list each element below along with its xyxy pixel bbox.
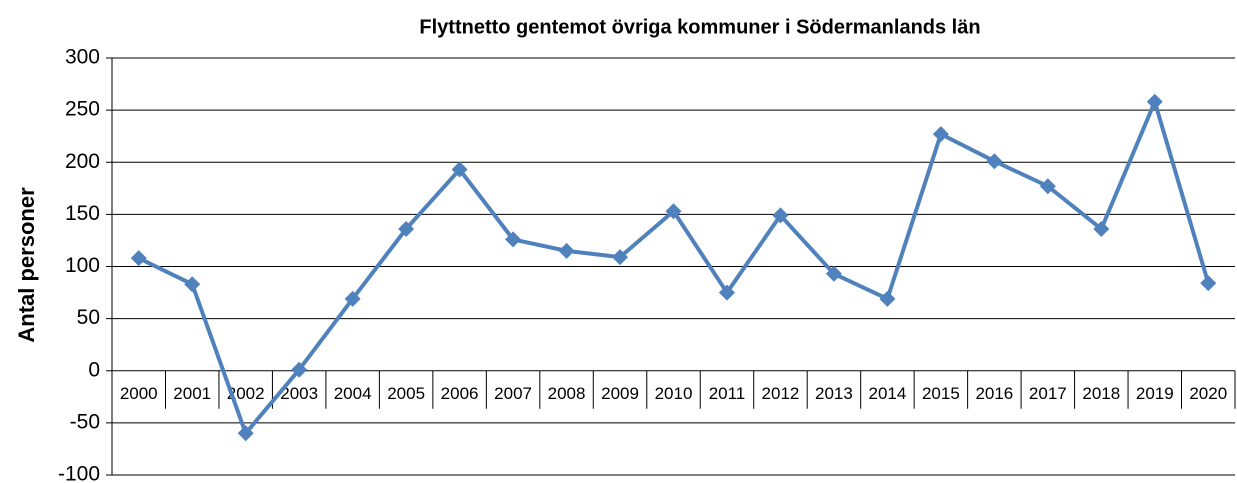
marker bbox=[398, 220, 415, 237]
marker bbox=[665, 203, 682, 220]
marker bbox=[718, 284, 735, 301]
x-tick-label: 2008 bbox=[548, 384, 586, 403]
x-tick-label: 2016 bbox=[975, 384, 1013, 403]
y-tick-label: 100 bbox=[65, 254, 100, 277]
x-tick-label: 2003 bbox=[280, 384, 318, 403]
x-tick-label: 2009 bbox=[601, 384, 639, 403]
marker bbox=[451, 161, 468, 178]
y-tick-label: 150 bbox=[65, 202, 100, 225]
x-tick-label: 2005 bbox=[387, 384, 425, 403]
marker bbox=[344, 290, 361, 307]
x-tick-label: 2001 bbox=[173, 384, 211, 403]
y-tick-label: 50 bbox=[77, 306, 100, 329]
x-tick-label: 2000 bbox=[120, 384, 158, 403]
marker bbox=[1093, 220, 1110, 237]
marker bbox=[130, 250, 147, 267]
x-tick-label: 2002 bbox=[227, 384, 265, 403]
marker bbox=[879, 290, 896, 307]
x-tick-label: 2018 bbox=[1082, 384, 1120, 403]
marker bbox=[291, 361, 308, 378]
x-tick-label: 2004 bbox=[334, 384, 372, 403]
chart-title: Flyttnetto gentemot övriga kommuner i Sö… bbox=[419, 16, 980, 38]
marker bbox=[772, 207, 789, 224]
y-tick-label: -100 bbox=[58, 463, 100, 483]
x-tick-label: 2019 bbox=[1136, 384, 1174, 403]
x-tick-label: 2010 bbox=[655, 384, 693, 403]
x-tick-label: 2015 bbox=[922, 384, 960, 403]
marker bbox=[932, 126, 949, 143]
y-tick-label: 0 bbox=[88, 358, 100, 381]
marker bbox=[1146, 93, 1163, 110]
marker bbox=[558, 242, 575, 259]
marker bbox=[237, 425, 254, 442]
y-tick-label: 200 bbox=[65, 150, 100, 173]
y-tick-label: 300 bbox=[65, 46, 100, 69]
marker bbox=[1039, 178, 1056, 195]
y-tick-label: -50 bbox=[70, 410, 100, 433]
x-tick-label: 2012 bbox=[762, 384, 800, 403]
x-tick-label: 2020 bbox=[1189, 384, 1227, 403]
marker bbox=[612, 249, 629, 266]
marker bbox=[184, 276, 201, 293]
x-tick-label: 2007 bbox=[494, 384, 532, 403]
y-tick-label: 250 bbox=[65, 98, 100, 121]
x-tick-label: 2014 bbox=[868, 384, 906, 403]
marker bbox=[825, 265, 842, 282]
marker bbox=[986, 153, 1003, 170]
x-tick-label: 2006 bbox=[441, 384, 479, 403]
x-tick-label: 2017 bbox=[1029, 384, 1067, 403]
x-tick-label: 2013 bbox=[815, 384, 853, 403]
marker bbox=[1200, 275, 1217, 292]
y-axis-title: Antal personer bbox=[14, 187, 39, 343]
marker bbox=[505, 231, 522, 248]
x-tick-label: 2011 bbox=[709, 384, 746, 403]
